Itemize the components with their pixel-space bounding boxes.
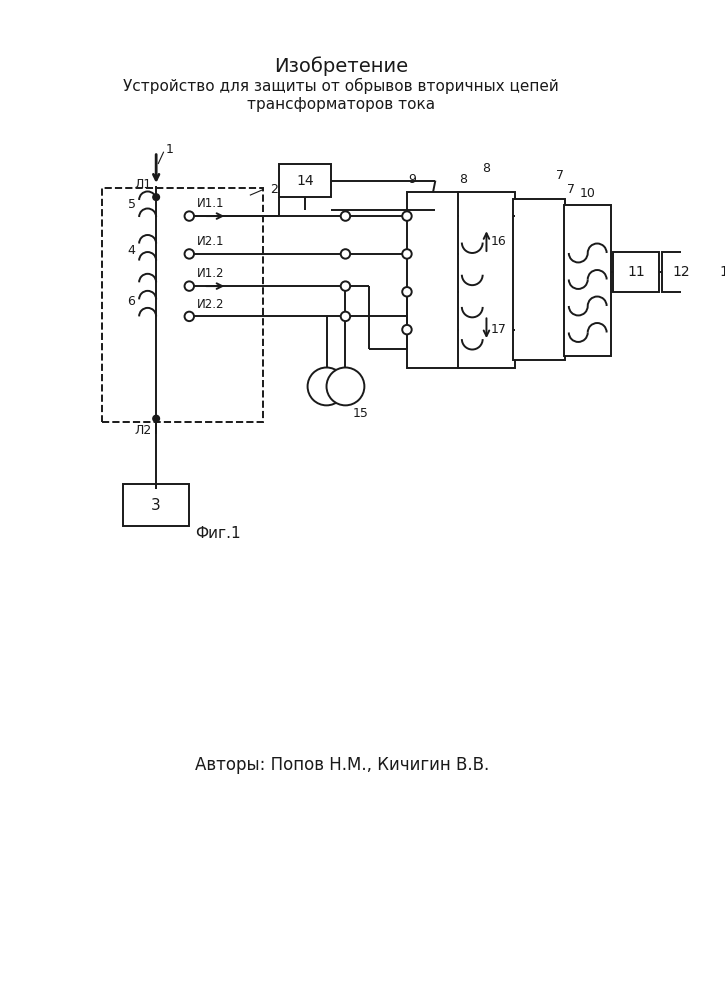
Text: 17: 17 [490, 323, 506, 336]
Circle shape [185, 281, 194, 291]
Text: 7: 7 [567, 183, 575, 196]
Text: Устройство для защиты от обрывов вторичных цепей
трансформаторов тока: Устройство для защиты от обрывов вторичн… [123, 78, 558, 112]
Text: 6: 6 [128, 295, 136, 308]
Circle shape [341, 281, 350, 291]
Bar [458, 192, 515, 368]
Bar [123, 484, 189, 526]
Circle shape [153, 415, 160, 422]
Bar [102, 188, 263, 422]
Text: 5: 5 [128, 198, 136, 211]
Bar [663, 252, 700, 292]
Text: 13: 13 [720, 265, 725, 279]
Text: 2: 2 [270, 183, 278, 196]
Text: 9: 9 [407, 173, 415, 186]
Circle shape [402, 287, 412, 297]
Circle shape [341, 249, 350, 259]
Text: 8: 8 [459, 173, 467, 186]
Circle shape [185, 211, 194, 221]
Text: И1.1: И1.1 [197, 197, 224, 210]
Text: 11: 11 [627, 265, 645, 279]
Text: Авторы: Попов Н.М., Кичигин В.В.: Авторы: Попов Н.М., Кичигин В.В. [196, 756, 489, 774]
Text: 8: 8 [482, 162, 490, 175]
Circle shape [341, 312, 350, 321]
Circle shape [402, 325, 412, 334]
Text: Л2: Л2 [134, 424, 152, 437]
Text: 7: 7 [556, 169, 564, 182]
Bar [407, 192, 459, 368]
Circle shape [326, 368, 365, 405]
Bar [710, 252, 725, 292]
Text: 4: 4 [128, 244, 136, 257]
Text: Л1: Л1 [134, 178, 152, 191]
Text: Фиг.1: Фиг.1 [195, 526, 241, 541]
Circle shape [402, 211, 412, 221]
Text: И1.2: И1.2 [197, 267, 224, 280]
Bar [613, 252, 659, 292]
Bar [513, 199, 565, 360]
Circle shape [341, 211, 350, 221]
Text: 16: 16 [490, 235, 506, 248]
Text: 1: 1 [165, 143, 173, 156]
Circle shape [185, 312, 194, 321]
Text: И2.1: И2.1 [197, 235, 224, 248]
Bar [279, 164, 331, 197]
Text: 15: 15 [353, 407, 369, 420]
Text: 14: 14 [297, 174, 314, 188]
Circle shape [153, 194, 160, 200]
Circle shape [402, 249, 412, 259]
Text: И2.2: И2.2 [197, 298, 224, 311]
Text: 12: 12 [673, 265, 690, 279]
Circle shape [307, 368, 345, 405]
Text: 3: 3 [152, 498, 161, 513]
Text: 10: 10 [580, 187, 596, 200]
Text: Изобретение: Изобретение [273, 57, 407, 76]
Bar [564, 205, 611, 356]
Circle shape [185, 249, 194, 259]
